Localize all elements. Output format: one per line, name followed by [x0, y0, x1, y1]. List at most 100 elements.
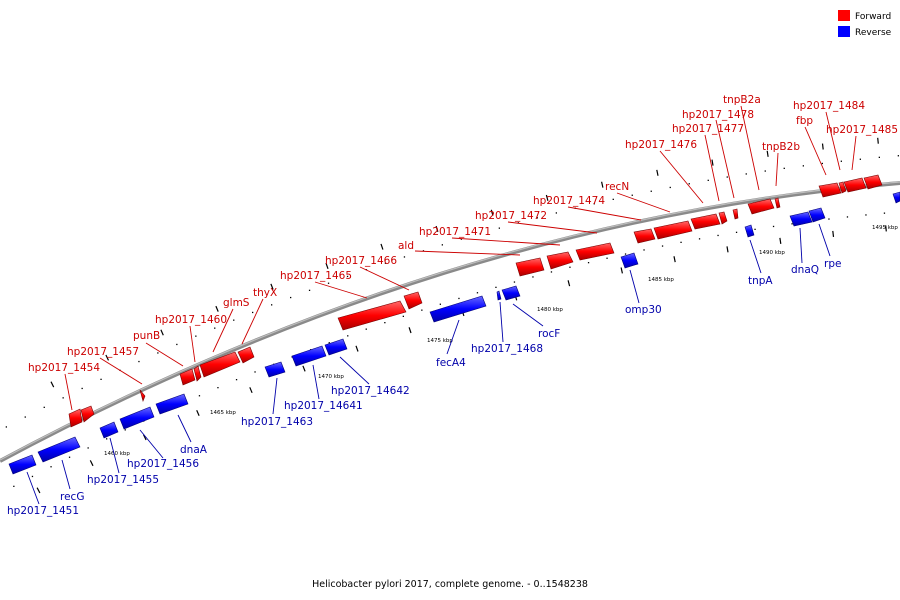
label-hp2017_1454[interactable]: hp2017_1454	[28, 362, 100, 374]
gene-hp2017_1466[interactable]	[403, 291, 423, 310]
tick-mark	[249, 387, 253, 394]
gene-hp2017_1465[interactable]	[337, 300, 407, 331]
label-fecA4[interactable]: fecA4	[436, 357, 466, 369]
guide-dot	[726, 176, 728, 178]
gene-hp2017_1457[interactable]	[139, 389, 146, 402]
gene-hp2017_1485b[interactable]	[863, 174, 883, 190]
gene-hp2017_1455[interactable]	[99, 421, 119, 439]
gene-hp2017_1474[interactable]	[633, 228, 656, 244]
label-hp2017_1460[interactable]: hp2017_1460	[155, 314, 227, 326]
guide-dot	[661, 245, 664, 247]
label-dnaQ[interactable]: dnaQ	[791, 264, 819, 276]
gene-thyX[interactable]	[237, 346, 255, 364]
gene-hp2017_1478[interactable]	[732, 208, 739, 220]
gene-hp2017_1485[interactable]	[843, 177, 867, 193]
label-recG[interactable]: recG	[60, 491, 84, 503]
guide-dot	[24, 416, 26, 418]
genome-caption: Helicobacter pylori 2017, complete genom…	[312, 579, 588, 590]
tick-mark	[36, 487, 41, 494]
guide-dot	[550, 271, 553, 273]
gene-rocF[interactable]	[501, 285, 521, 301]
guide-dot	[735, 231, 738, 233]
gene-recN[interactable]	[653, 220, 693, 240]
gene-hp2017_1468[interactable]	[496, 290, 502, 301]
gene-hp2017_1451[interactable]	[8, 454, 37, 475]
label-hp2017_1485[interactable]: hp2017_1485	[826, 124, 898, 136]
gene-punB[interactable]	[179, 368, 196, 386]
gene-hp2017_1472[interactable]	[575, 242, 615, 261]
label-hp2017_1484[interactable]: hp2017_1484	[793, 100, 865, 112]
label-fbp[interactable]: fbp	[796, 115, 813, 127]
gene-tnpB2a[interactable]	[747, 198, 775, 215]
gene-ald[interactable]	[546, 251, 574, 270]
label-rpe[interactable]: rpe	[824, 258, 841, 270]
label-hp2017_1477[interactable]: hp2017_1477	[672, 123, 744, 135]
gene-hp2017_1476[interactable]	[690, 213, 721, 230]
gene-fbp[interactable]	[818, 182, 842, 198]
legend-forward-swatch	[838, 10, 850, 21]
label-hp2017_14642[interactable]: hp2017_14642	[331, 385, 410, 397]
label-hp2017_1451[interactable]: hp2017_1451	[7, 505, 79, 517]
gene-rpe[interactable]	[808, 207, 826, 223]
label-tnpA[interactable]: tnpA	[748, 275, 773, 287]
label-glmS[interactable]: glmS	[223, 297, 250, 309]
guide-dot	[217, 387, 219, 389]
label-hp2017_1476[interactable]: hp2017_1476	[625, 139, 697, 151]
label-thyX[interactable]: thyX	[253, 287, 277, 299]
label-hp2017_1465[interactable]: hp2017_1465	[280, 270, 352, 282]
gene-dnaA[interactable]	[155, 393, 189, 415]
legend-reverse-swatch	[838, 26, 850, 37]
gene-glmS[interactable]	[199, 351, 241, 378]
gene-hp2017_1454b[interactable]	[80, 405, 95, 423]
guide-dot	[271, 304, 273, 306]
gene-hp2017_1471[interactable]	[515, 257, 545, 277]
guide-dot	[476, 292, 479, 294]
label-hp2017_1457[interactable]: hp2017_1457	[67, 346, 139, 358]
label-hp2017_1456[interactable]: hp2017_1456	[127, 458, 199, 470]
guide-dot	[347, 335, 349, 337]
guide-dot	[707, 179, 709, 181]
label-dnaA[interactable]: dnaA	[180, 444, 208, 456]
gene-fecA4[interactable]	[429, 295, 487, 323]
gene-hp2017_14641[interactable]	[291, 345, 327, 367]
label-hp2017_1472[interactable]: hp2017_1472	[475, 210, 547, 222]
gene-hp2017_1460[interactable]	[193, 365, 202, 382]
label-hp2017_1466[interactable]: hp2017_1466	[325, 255, 397, 267]
label-punB[interactable]: punB	[133, 330, 160, 342]
gene-hp2017_1456[interactable]	[119, 406, 155, 430]
label-hp2017_1455[interactable]: hp2017_1455	[87, 474, 159, 486]
label-hp2017_1463[interactable]: hp2017_1463	[241, 416, 313, 428]
label-recN[interactable]: recN	[605, 181, 629, 193]
label-hp2017_14641[interactable]: hp2017_14641	[284, 400, 363, 412]
tick-mark	[50, 381, 55, 388]
label-omp30[interactable]: omp30	[625, 304, 662, 316]
guide-dot	[612, 198, 614, 200]
guide-dot	[100, 378, 102, 380]
label-ald[interactable]: ald	[398, 240, 414, 252]
gene-tnpB2b[interactable]	[774, 197, 781, 209]
label-hp2017_1474[interactable]: hp2017_1474	[533, 195, 605, 207]
gene-hp2017_1463[interactable]	[264, 361, 286, 378]
gene-hp2017_1484[interactable]	[838, 181, 847, 194]
guide-dot	[643, 249, 645, 251]
gene-hp2017_1454[interactable]	[68, 408, 83, 428]
guide-dot	[846, 216, 849, 218]
label-tnpB2a[interactable]: tnpB2a	[723, 94, 761, 106]
guide-dot	[772, 225, 775, 228]
label-hp2017_1478[interactable]: hp2017_1478	[682, 109, 754, 121]
gene-dnaQ[interactable]	[789, 211, 813, 227]
guide-dot	[87, 447, 89, 449]
gene-recG[interactable]	[37, 436, 81, 463]
label-rocF[interactable]: rocF	[538, 328, 560, 340]
guide-dot	[859, 158, 861, 160]
guide-dot	[791, 223, 793, 225]
gene-hp2017_1477[interactable]	[718, 211, 728, 225]
label-hp2017_1471[interactable]: hp2017_1471	[419, 226, 491, 238]
gene-omp30[interactable]	[620, 252, 639, 269]
label-tnpB2b[interactable]: tnpB2b	[762, 141, 800, 153]
gene-hp2017_14642[interactable]	[324, 338, 348, 356]
gene-tnpA[interactable]	[744, 224, 755, 238]
gene-offscreen[interactable]	[892, 191, 900, 204]
label-hp2017_1468[interactable]: hp2017_1468	[471, 343, 543, 355]
guide-dot	[5, 426, 7, 428]
